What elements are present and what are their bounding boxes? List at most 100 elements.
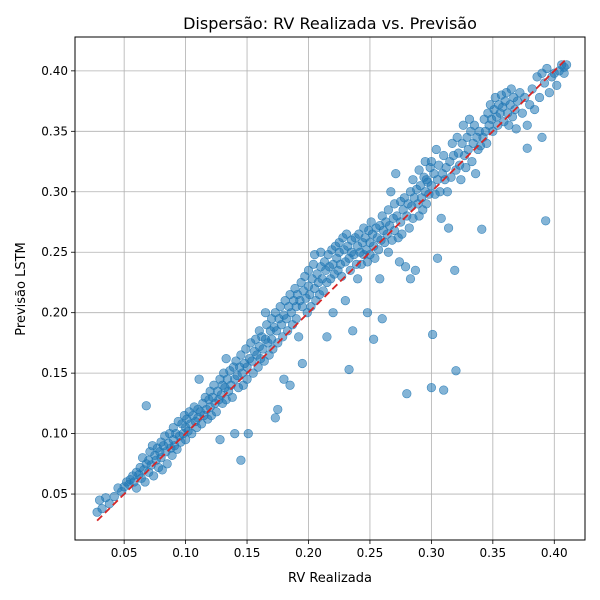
data-point [520,92,530,103]
y-axis-label: Previsão LSTM [14,242,29,335]
data-point [344,364,354,375]
data-point [469,120,479,130]
y-tick-label: 0.30 [41,185,68,199]
x-tick-label: 0.05 [111,546,138,560]
data-point [258,344,268,354]
data-point [456,175,466,185]
data-point [506,84,516,94]
data-point [375,274,385,284]
data-point [242,374,252,384]
data-point [431,144,441,155]
data-point [428,329,438,340]
y-tick-label: 0.15 [41,366,68,380]
data-point [285,380,295,390]
data-point [504,120,514,130]
data-point [303,265,314,275]
data-point [243,428,253,439]
data-point [318,286,328,296]
data-point [366,217,376,227]
data-point [247,356,257,366]
plot-area-frame [74,36,586,541]
data-point [215,435,225,445]
data-point [530,104,540,115]
y-tick-label: 0.40 [41,64,68,78]
data-point [181,435,191,445]
data-point [482,138,492,149]
x-axis-ticks: 0.05 0.10 0.15 0.20 0.25 0.30 0.35 0.40 [111,540,568,560]
data-point [348,326,358,336]
grid-lines [75,37,585,540]
data-point [426,383,436,393]
data-point [236,455,246,465]
data-point [172,444,182,454]
data-point [446,172,456,182]
data-point [394,257,405,267]
x-tick-label: 0.30 [418,546,445,560]
data-point [279,374,289,384]
data-point [271,326,282,336]
data-point [386,187,396,197]
data-point [436,213,446,223]
data-point [377,314,387,324]
data-point [421,199,432,209]
x-axis-label: RV Realizada [288,571,372,586]
data-point [187,428,197,439]
data-point [373,245,384,255]
data-point [283,326,293,336]
data-point [389,225,400,236]
data-point [537,132,547,142]
data-point [408,175,418,185]
data-point [131,483,142,493]
x-tick-label: 0.35 [479,546,506,560]
data-point [450,265,460,275]
data-point [432,253,443,263]
data-point [297,358,307,369]
data-point [464,114,475,124]
chart-title: Dispersão: RV Realizada vs. Previsão [183,14,477,33]
data-point [97,503,107,514]
data-point [397,229,407,239]
data-point [405,274,416,284]
data-point [281,314,291,324]
data-point [273,404,283,415]
data-point [539,78,550,88]
data-point [477,224,487,234]
data-point [328,308,338,318]
data-point [140,477,150,487]
data-point [452,132,462,142]
data-point [305,289,315,300]
y-tick-label: 0.05 [41,487,68,501]
x-tick-label: 0.15 [234,546,261,560]
data-point [552,80,562,90]
data-point [458,120,468,130]
data-point [410,265,421,275]
data-point [447,138,457,149]
data-point [522,120,532,130]
data-point [248,368,258,378]
data-point [370,253,380,263]
data-point [451,366,461,376]
data-point [467,156,477,167]
data-point [463,144,473,155]
data-point [341,229,352,239]
data-point [270,413,280,423]
data-point [383,247,393,257]
data-point [369,334,379,344]
data-point [426,156,436,167]
data-point [230,428,240,439]
data-point [404,223,414,233]
data-point [157,465,167,475]
data-point [211,407,221,417]
x-tick-label: 0.40 [541,546,568,560]
data-point [443,223,454,233]
y-tick-label: 0.10 [41,427,68,441]
data-point [439,385,449,395]
data-point [286,308,296,318]
data-point [104,499,115,509]
data-point [512,96,523,106]
y-tick-label: 0.25 [41,245,68,259]
data-point [559,68,569,78]
data-point [340,295,350,306]
data-point [149,471,159,481]
